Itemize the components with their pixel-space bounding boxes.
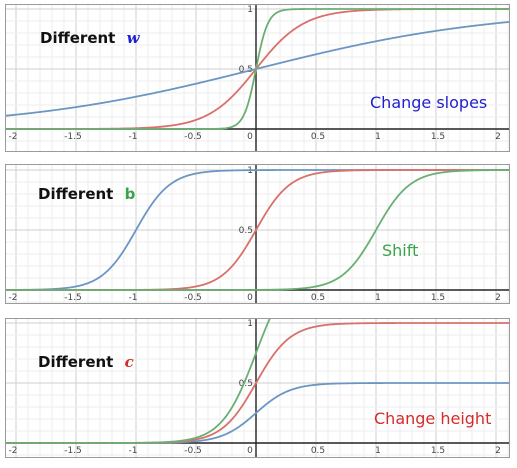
curves xyxy=(5,318,510,444)
tick-labels: -2 -1.5 -1 -0.5 0 0.5 1 1.5 2 0.5 1 xyxy=(9,319,501,456)
tick-labels: -2 -1.5 -1 -0.5 0 0.5 1 1.5 2 0.5 1 xyxy=(9,5,501,142)
y-tick-label: 0.5 xyxy=(239,65,253,75)
x-tick-label: 0 xyxy=(247,446,253,456)
panel-border xyxy=(5,4,510,152)
annotation-text: Change slopes xyxy=(370,93,487,112)
x-tick-label: 0.5 xyxy=(311,446,325,456)
y-tick-label: 1 xyxy=(247,5,253,15)
x-tick-label: 0.5 xyxy=(311,293,325,303)
x-tick-label: 0 xyxy=(247,132,253,142)
x-tick-label: -1 xyxy=(129,293,138,303)
series-line-blue xyxy=(5,21,510,117)
panel-background xyxy=(5,164,510,304)
x-tick-label: -1.5 xyxy=(64,132,82,142)
panel-border xyxy=(5,164,510,304)
x-tick-label: 1 xyxy=(375,446,381,456)
x-tick-label: -0.5 xyxy=(184,293,202,303)
x-tick-label: -1 xyxy=(129,132,138,142)
panel-label: Different c xyxy=(38,353,134,371)
x-tick-label: 1 xyxy=(375,293,381,303)
panel-different-b: -2 -1.5 -1 -0.5 0 0.5 1 1.5 20.51 Different b Sh… xyxy=(5,164,510,304)
y-tick-label: 0.5 xyxy=(239,379,253,389)
panel-different-c: -2 -1.5 -1 -0.5 0 0.5 1 1.5 2 0.5 1 Different c Ch… xyxy=(5,318,510,458)
panel-label: Different b xyxy=(38,185,136,203)
series-line-green xyxy=(5,318,272,444)
panel-border xyxy=(5,318,510,458)
x-tick-label: 1.5 xyxy=(431,132,445,142)
curves xyxy=(5,169,510,291)
x-tick-label: -2 xyxy=(9,446,18,456)
panel-different-w: -2 -1.5 -1 -0.5 0 0.5 1 1.5 2 0.5 1 Different w Ch… xyxy=(5,4,510,152)
panel-background xyxy=(5,4,510,152)
x-tick-label: -0.5 xyxy=(184,132,202,142)
x-tick-label: -1.5 xyxy=(64,446,82,456)
x-tick-label: 2 xyxy=(495,132,501,142)
label-variable: w xyxy=(127,29,141,47)
x-tick-label: -2 xyxy=(9,132,18,142)
y-tick-label: 0.5 xyxy=(239,226,253,236)
x-tick-label: 0 xyxy=(247,293,253,303)
label-prefix: Different xyxy=(38,353,113,371)
label-prefix: Different xyxy=(40,29,115,47)
x-tick-label: -1.5 xyxy=(64,293,82,303)
x-tick-label: 2 xyxy=(495,293,501,303)
label-variable: c xyxy=(125,353,134,371)
series-line-green xyxy=(5,8,510,130)
panel-background xyxy=(5,318,510,458)
x-tick-label: -1 xyxy=(129,446,138,456)
annotation-text: Change height xyxy=(374,409,491,428)
grid-lines xyxy=(5,318,510,458)
annotation-text: Shift xyxy=(382,241,418,260)
label-prefix: Different xyxy=(38,185,113,203)
label-variable: b xyxy=(125,185,136,203)
x-tick-label: 0.5 xyxy=(311,132,325,142)
x-tick-label: 1 xyxy=(375,132,381,142)
x-tick-label: 1.5 xyxy=(431,293,445,303)
grid-lines xyxy=(5,164,510,304)
x-tick-label: 1.5 xyxy=(431,446,445,456)
x-tick-label: -2 xyxy=(9,293,18,303)
x-tick-label: -0.5 xyxy=(184,446,202,456)
series-line-green xyxy=(5,169,510,291)
y-tick-label: 1 xyxy=(247,319,253,329)
x-tick-label: 2 xyxy=(495,446,501,456)
curves xyxy=(5,8,510,130)
panel-label: Different w xyxy=(40,29,141,47)
